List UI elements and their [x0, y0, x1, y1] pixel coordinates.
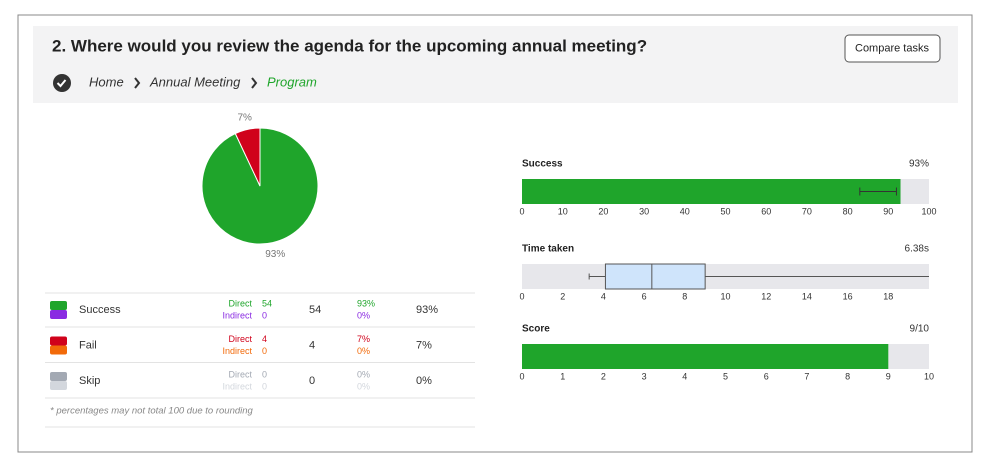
direct: 0	[262, 369, 267, 379]
x-tick-label: 0	[519, 206, 524, 216]
x-tick-label: 16	[843, 291, 853, 301]
swatch-top	[50, 336, 67, 346]
x-tick-label: 10	[720, 291, 730, 301]
indirect-pct: 0%	[357, 381, 370, 391]
direct-pct: 7%	[357, 334, 370, 344]
x-tick-label: 50	[720, 206, 730, 216]
x-tick-label: 2	[560, 291, 565, 301]
swatch-top	[50, 301, 67, 310]
pie-label: 7%	[238, 112, 253, 123]
panel-title: Time taken	[522, 244, 574, 255]
total-pct: 0%	[416, 375, 432, 387]
x-tick-label: 7	[804, 371, 809, 381]
x-tick-label: 0	[519, 291, 524, 301]
x-tick-label: 60	[761, 206, 771, 216]
direct: 54	[262, 298, 272, 308]
compare-button[interactable]	[844, 34, 941, 63]
x-tick-label: 14	[802, 291, 812, 301]
compare-button-label[interactable]: Compare tasks	[855, 42, 929, 54]
x-tick-label: 5	[723, 371, 728, 381]
swatch-bottom	[50, 345, 67, 355]
x-tick-label: 100	[921, 206, 936, 216]
header-band	[33, 26, 958, 103]
x-tick-label: 18	[883, 291, 893, 301]
x-tick-label: 2	[601, 371, 606, 381]
x-tick-label: 0	[519, 371, 524, 381]
x-tick-label: 9	[886, 371, 891, 381]
x-tick-label: 30	[639, 206, 649, 216]
breadcrumb-item[interactable]: Home	[89, 74, 124, 89]
x-tick-label: 4	[682, 371, 687, 381]
x-tick-label: 80	[843, 206, 853, 216]
x-tick-label: 90	[883, 206, 893, 216]
check-mark	[56, 79, 67, 88]
indirect: 0	[262, 310, 267, 320]
indirect-pct: 0%	[357, 346, 370, 356]
x-tick-label: 10	[558, 206, 568, 216]
indirect: 0	[262, 381, 267, 391]
x-tick-label: 20	[598, 206, 608, 216]
pie-label: 93%	[265, 249, 285, 260]
total-pct: 93%	[416, 304, 438, 316]
x-tick-label: 70	[802, 206, 812, 216]
value-label: 93%	[909, 159, 929, 170]
indirect-label: Indirect	[222, 381, 252, 391]
indirect-label: Indirect	[222, 310, 252, 320]
value-label: 6.38s	[905, 244, 929, 255]
total: 0	[309, 375, 315, 387]
swatch-top	[50, 372, 67, 381]
x-tick-label: 1	[560, 371, 565, 381]
direct-label: Direct	[228, 298, 252, 308]
panel-title: Score	[522, 324, 550, 335]
direct-pct: 0%	[357, 369, 370, 379]
x-tick-label: 4	[601, 291, 606, 301]
footnote: * percentages may not total 100 due to r…	[50, 406, 254, 417]
task-title: 2. Where would you review the agenda for…	[52, 36, 647, 55]
value-label: 9/10	[910, 324, 930, 335]
direct: 4	[262, 334, 267, 344]
swatch-bottom	[50, 310, 67, 319]
direct-label: Direct	[228, 334, 252, 344]
x-tick-label: 8	[845, 371, 850, 381]
breadcrumb-sep	[251, 77, 258, 89]
total: 54	[309, 304, 321, 316]
box	[604, 263, 706, 290]
total-pct: 7%	[416, 339, 432, 351]
indirect: 0	[262, 346, 267, 356]
row-name: Fail	[79, 339, 97, 351]
pie-slice	[234, 127, 261, 187]
bar	[522, 344, 889, 369]
total: 4	[309, 339, 315, 351]
swatch-bottom	[50, 381, 67, 390]
breadcrumb-sep	[134, 77, 141, 89]
breadcrumb-item: Program	[267, 74, 317, 89]
x-tick-label: 3	[642, 371, 647, 381]
direct-label: Direct	[228, 369, 252, 379]
x-tick-label: 40	[680, 206, 690, 216]
x-tick-label: 8	[682, 291, 687, 301]
x-tick-label: 6	[764, 371, 769, 381]
panel-title: Success	[522, 159, 563, 170]
x-tick-label: 10	[924, 371, 934, 381]
indirect-pct: 0%	[357, 310, 370, 320]
row-name: Success	[79, 304, 121, 316]
x-tick-label: 12	[761, 291, 771, 301]
indirect-label: Indirect	[222, 346, 252, 356]
breadcrumb-item[interactable]: Annual Meeting	[149, 74, 241, 89]
direct-pct: 93%	[357, 298, 375, 308]
x-tick-label: 6	[642, 291, 647, 301]
row-name: Skip	[79, 375, 100, 387]
bar	[522, 179, 901, 204]
